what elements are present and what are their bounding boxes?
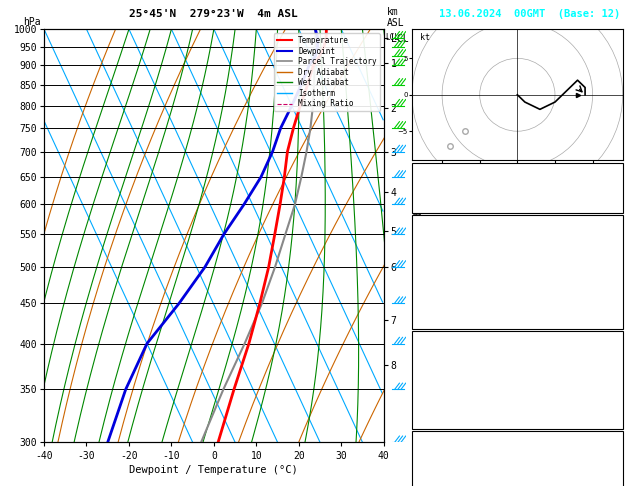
Text: © weatheronline.co.uk: © weatheronline.co.uk bbox=[465, 474, 570, 484]
Text: Totals Totals: Totals Totals bbox=[415, 180, 491, 190]
Text: 352: 352 bbox=[602, 364, 620, 374]
Text: km
ASL: km ASL bbox=[387, 7, 404, 28]
Text: 26.5: 26.5 bbox=[596, 232, 620, 242]
Text: 23.9: 23.9 bbox=[596, 248, 620, 258]
Text: Dewp (°C): Dewp (°C) bbox=[415, 248, 468, 258]
Text: CIN (J): CIN (J) bbox=[415, 312, 456, 322]
Text: 36: 36 bbox=[608, 164, 620, 174]
Legend: Temperature, Dewpoint, Parcel Trajectory, Dry Adiabat, Wet Adiabat, Isotherm, Mi: Temperature, Dewpoint, Parcel Trajectory… bbox=[274, 33, 380, 111]
Text: EH: EH bbox=[415, 448, 427, 458]
Text: 740: 740 bbox=[602, 396, 620, 406]
Text: CAPE (J): CAPE (J) bbox=[415, 296, 462, 306]
Text: Most Unstable: Most Unstable bbox=[479, 332, 555, 342]
Text: -2: -2 bbox=[608, 380, 620, 390]
Text: 1014: 1014 bbox=[596, 348, 620, 358]
Text: kt: kt bbox=[420, 33, 430, 42]
Text: 9: 9 bbox=[614, 312, 620, 322]
Text: PW (cm): PW (cm) bbox=[415, 196, 456, 206]
Y-axis label: Mixing Ratio (g/kg): Mixing Ratio (g/kg) bbox=[412, 180, 422, 292]
Text: θₑ (K): θₑ (K) bbox=[415, 364, 450, 374]
Text: StmDir: StmDir bbox=[415, 480, 450, 486]
Text: CAPE (J): CAPE (J) bbox=[415, 396, 462, 406]
Text: hPa: hPa bbox=[23, 17, 41, 27]
Text: SREH: SREH bbox=[415, 464, 438, 474]
Text: Hodograph: Hodograph bbox=[491, 432, 544, 442]
Text: 41: 41 bbox=[608, 180, 620, 190]
Text: 78: 78 bbox=[608, 464, 620, 474]
Text: 352: 352 bbox=[602, 264, 620, 274]
Text: Surface: Surface bbox=[497, 216, 538, 226]
Text: LCL: LCL bbox=[385, 34, 399, 42]
Text: CIN (J): CIN (J) bbox=[415, 412, 456, 422]
Text: Lifted Index: Lifted Index bbox=[415, 380, 486, 390]
Text: 5.95: 5.95 bbox=[596, 196, 620, 206]
Text: Temp (°C): Temp (°C) bbox=[415, 232, 468, 242]
Text: θₑ(K): θₑ(K) bbox=[415, 264, 445, 274]
Text: 271°: 271° bbox=[596, 480, 620, 486]
Text: 43: 43 bbox=[608, 448, 620, 458]
Text: K: K bbox=[415, 164, 421, 174]
Text: Pressure (mb): Pressure (mb) bbox=[415, 348, 491, 358]
Text: 25°45'N  279°23'W  4m ASL: 25°45'N 279°23'W 4m ASL bbox=[130, 9, 298, 19]
Text: 740: 740 bbox=[602, 296, 620, 306]
Text: -2: -2 bbox=[608, 280, 620, 290]
X-axis label: Dewpoint / Temperature (°C): Dewpoint / Temperature (°C) bbox=[130, 466, 298, 475]
Text: 13.06.2024  00GMT  (Base: 12): 13.06.2024 00GMT (Base: 12) bbox=[439, 9, 621, 19]
Text: 9: 9 bbox=[614, 412, 620, 422]
Text: Lifted Index: Lifted Index bbox=[415, 280, 486, 290]
